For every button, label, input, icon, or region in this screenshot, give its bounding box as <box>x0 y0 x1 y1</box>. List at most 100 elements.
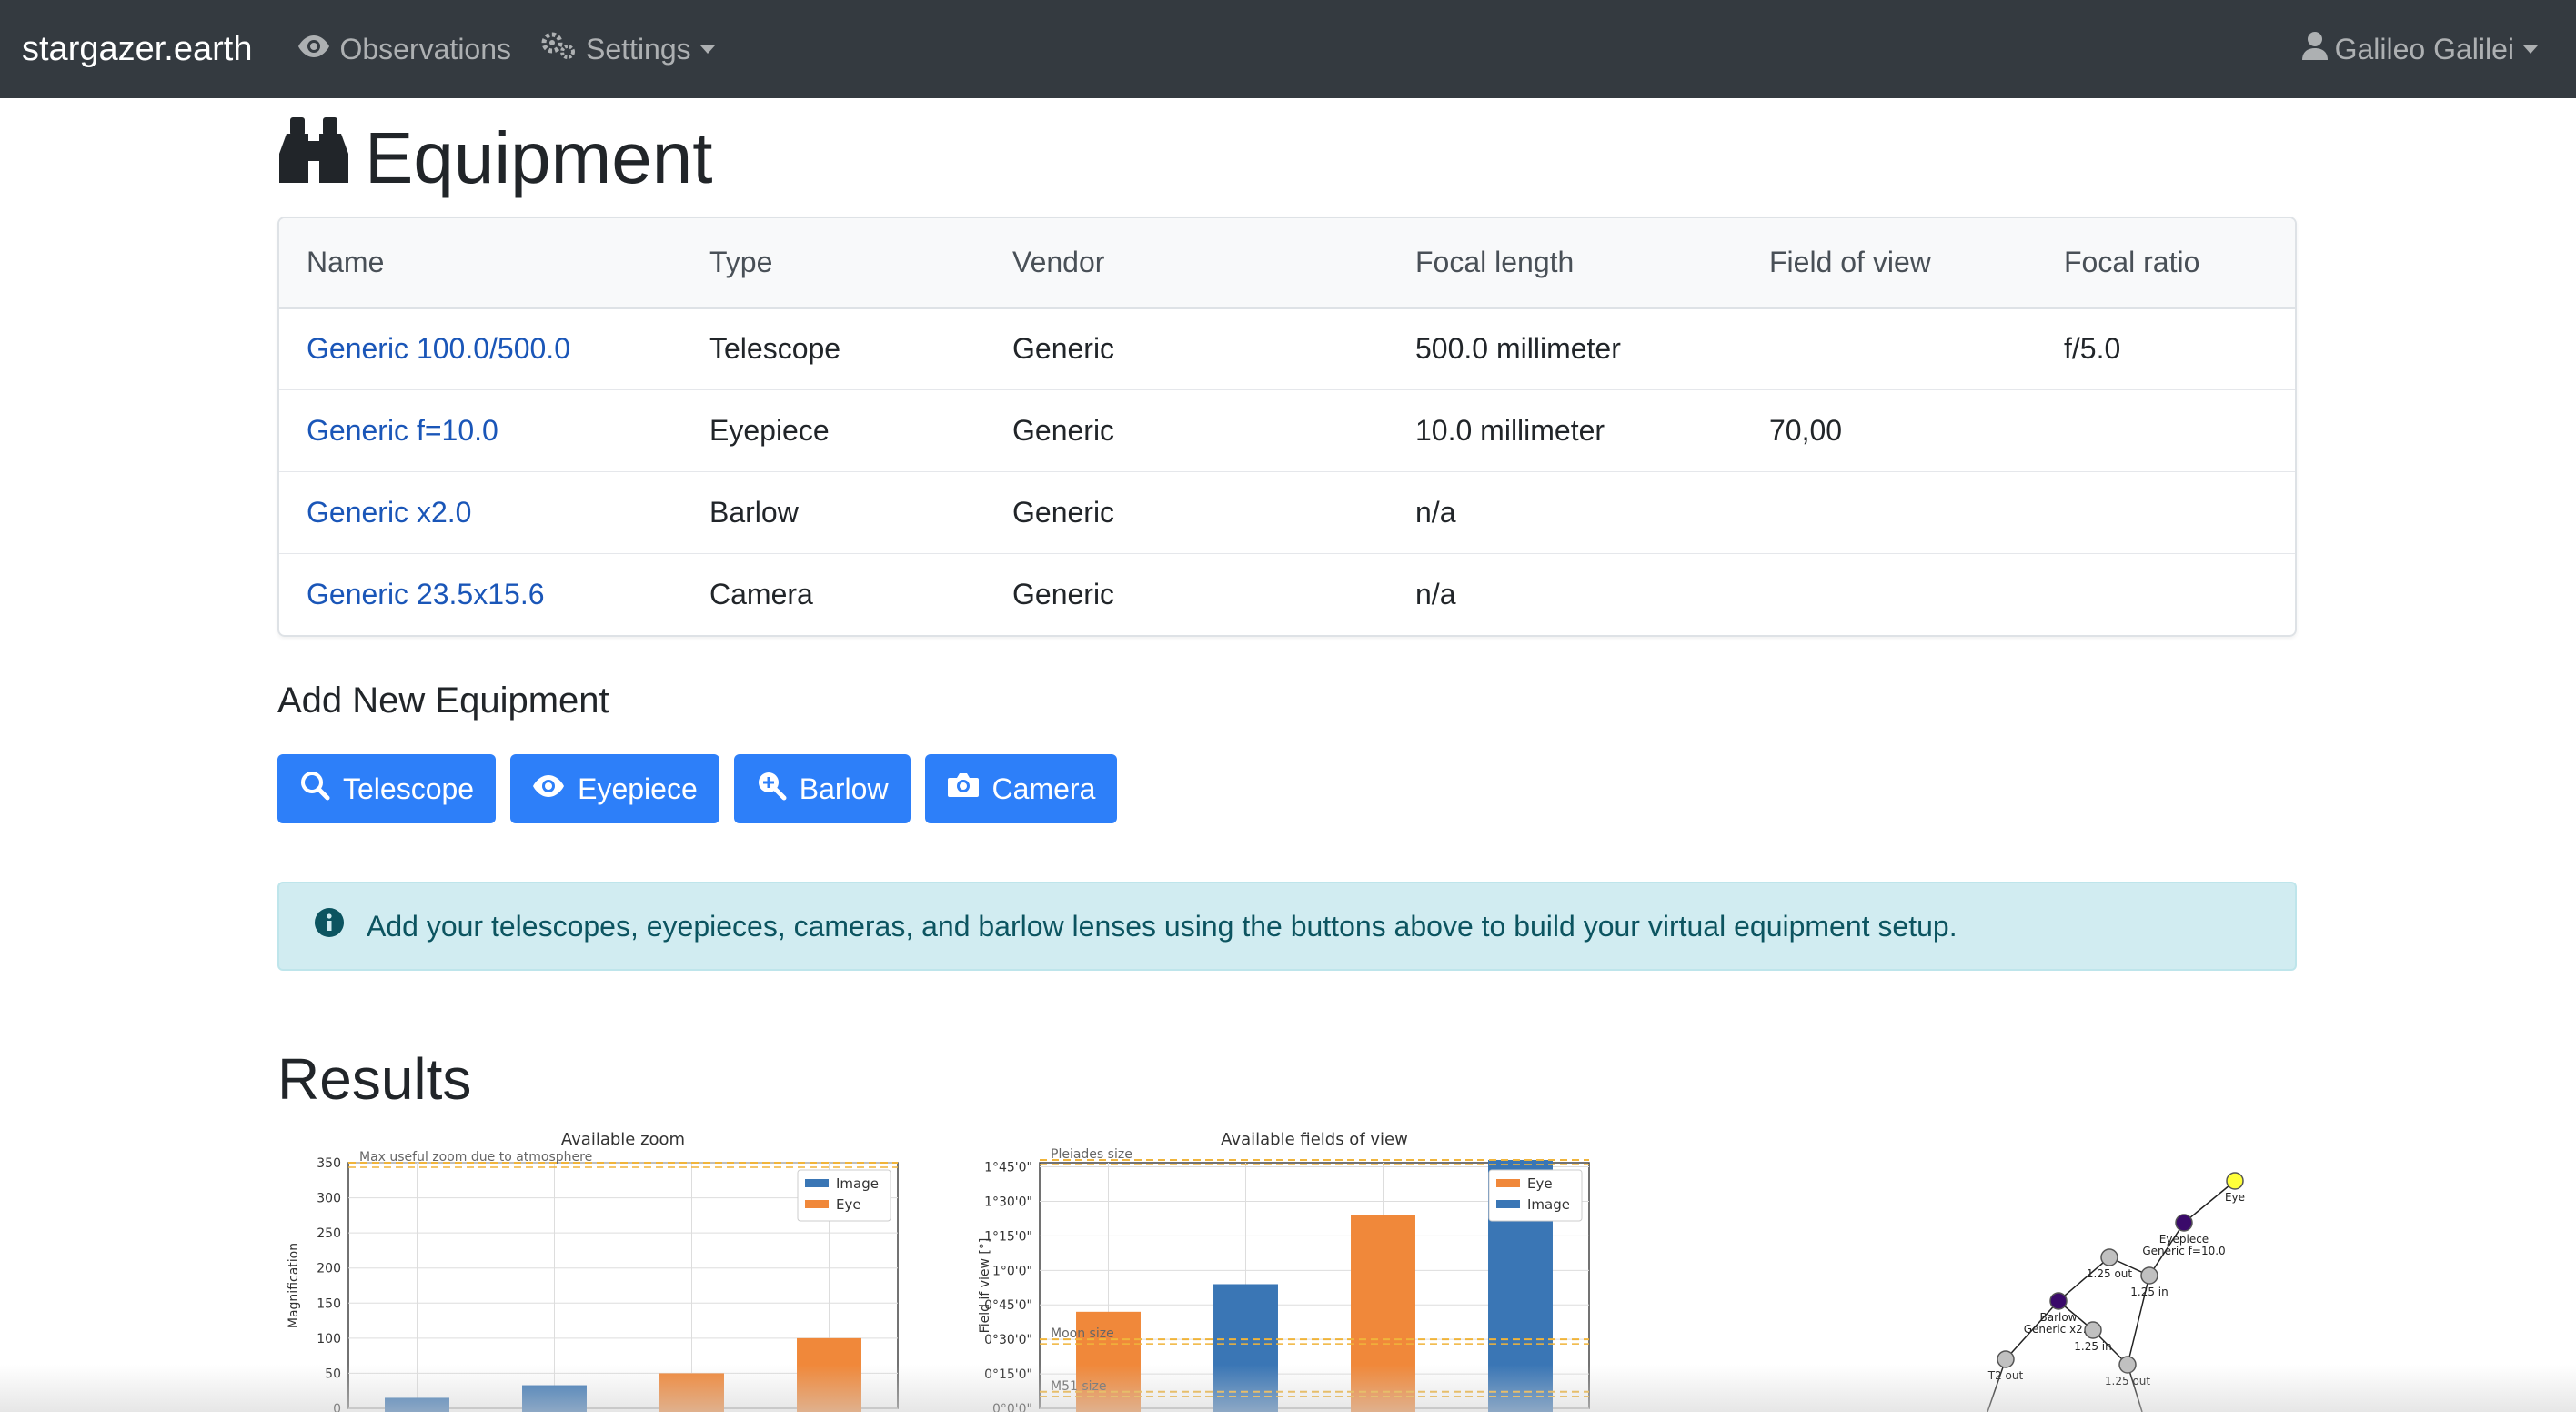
y-tick-label: 0°30'0" <box>984 1333 1032 1347</box>
graph-node-label: 1.25 out <box>2087 1267 2132 1280</box>
y-tick-label: 1°0'0" <box>992 1264 1032 1278</box>
cell-fov <box>1742 308 2037 389</box>
col-focal-ratio-header[interactable]: Focal ratio <box>2037 218 2295 309</box>
add-camera-button[interactable]: Camera <box>924 754 1118 823</box>
add-camera-label: Camera <box>991 772 1096 805</box>
graph-edge <box>2148 1222 2185 1276</box>
graph-node-label: Generic f=10.0 <box>2142 1245 2225 1257</box>
bar <box>797 1337 861 1412</box>
chart-title: Available zoom <box>561 1130 685 1149</box>
y-axis-label: Field if view [°] <box>978 1238 992 1334</box>
equipment-link[interactable]: Generic 23.5x15.6 <box>307 577 545 610</box>
add-barlow-button[interactable]: Barlow <box>733 754 911 823</box>
graph-node-label: Generic x2.0 <box>2024 1323 2094 1336</box>
col-focal-length-header[interactable]: Focal length <box>1388 218 1742 309</box>
graph-node-label: T2 out <box>1987 1369 2024 1382</box>
y-tick-label: 150 <box>317 1296 341 1311</box>
threshold-label: M51 size <box>1051 1379 1107 1394</box>
gears-icon <box>540 31 586 67</box>
bar <box>385 1397 449 1412</box>
page-title-text: Equipment <box>365 117 713 198</box>
add-eyepiece-label: Eyepiece <box>578 772 698 805</box>
legend-swatch <box>1496 1179 1520 1187</box>
col-name-header[interactable]: Name <box>279 218 682 309</box>
table-row: Generic x2.0 Barlow Generic n/a <box>279 470 2295 553</box>
zoom-in-icon <box>756 770 800 808</box>
cell-focal-ratio <box>2037 470 2295 553</box>
graph-node <box>1997 1350 2015 1368</box>
user-dropdown[interactable]: Galileo Galilei <box>2301 0 2538 98</box>
results-title: Results <box>277 1046 472 1112</box>
cell-fov <box>1742 470 2037 553</box>
binoculars-icon <box>277 116 365 200</box>
graph-node <box>2140 1266 2158 1285</box>
equipment-table: Name Type Vendor Focal length Field of v… <box>279 218 2295 635</box>
cell-name: Generic f=10.0 <box>279 388 682 471</box>
nav-observations[interactable]: Observations <box>297 33 511 66</box>
graph-node-label: Eye <box>2225 1191 2245 1204</box>
zoom-chart-svg: Available zoom Magnification 0 50 100 150 200 2… <box>287 1130 899 1412</box>
graph-node-label: Barlow <box>2039 1311 2077 1324</box>
col-fov-header[interactable]: Field of view <box>1742 218 2037 309</box>
cell-name: Generic 100.0/500.0 <box>279 308 682 389</box>
y-tick-label: 350 <box>317 1156 341 1171</box>
y-tick-label: 50 <box>325 1367 341 1381</box>
cell-fov: 70,00 <box>1742 388 2037 471</box>
col-type-header[interactable]: Type <box>682 218 985 309</box>
add-eyepiece-button[interactable]: Eyepiece <box>510 754 719 823</box>
legend-swatch <box>805 1200 829 1208</box>
cell-focal-ratio: f/5.0 <box>2064 332 2121 365</box>
cell-name: Generic 23.5x15.6 <box>279 552 682 635</box>
table-row: Generic 23.5x15.6 Camera Generic n/a <box>279 552 2295 635</box>
y-tick-label: 0°0'0" <box>992 1402 1032 1412</box>
y-tick-label: 300 <box>317 1192 341 1206</box>
bar <box>522 1385 587 1412</box>
zoom-chart: Available zoom Magnification 0 50 100 150 200 2… <box>277 1125 916 1412</box>
graph-edge <box>2058 1256 2110 1302</box>
table-row: Generic f=10.0 Eyepiece Generic 10.0 mil… <box>279 388 2295 471</box>
equipment-graph: Eye Eyepiece Generic f=10.0 1.25 in 1.25 out… <box>1660 1125 2297 1412</box>
equipment-link[interactable]: Generic f=10.0 <box>307 413 498 447</box>
legend-label: Eye <box>1527 1175 1553 1192</box>
page-title: Equipment <box>277 106 2297 211</box>
user-icon <box>2301 31 2335 67</box>
equipment-link[interactable]: Generic x2.0 <box>307 495 472 529</box>
caret-down-icon <box>2523 45 2538 54</box>
main-container: Equipment Name Type Vendor Focal length … <box>277 98 2297 1113</box>
equipment-link[interactable]: Generic 100.0/500.0 <box>307 332 570 365</box>
y-tick-label: 200 <box>317 1262 341 1276</box>
info-alert-text: Add your telescopes, eyepieces, cameras,… <box>367 909 1957 943</box>
fov-chart: Available fields of view Field if view [°… <box>969 1125 1607 1412</box>
legend-label: Eye <box>836 1196 861 1213</box>
eye-icon <box>532 772 578 806</box>
cell-fov <box>1742 552 2037 635</box>
cell-vendor: Generic <box>985 388 1388 471</box>
threshold-label: Pleiades size <box>1051 1147 1132 1162</box>
equipment-table-card: Name Type Vendor Focal length Field of v… <box>277 217 2297 637</box>
y-tick-label: 1°30'0" <box>984 1195 1032 1209</box>
legend-swatch <box>1496 1200 1520 1208</box>
threshold-label: Moon size <box>1051 1326 1114 1341</box>
nav-observations-label: Observations <box>339 32 512 66</box>
brand-link[interactable]: stargazer.earth <box>22 29 253 68</box>
cell-type: Eyepiece <box>682 388 985 471</box>
add-equipment-buttons: Telescope Eyepiece Barlow Camera <box>277 754 2297 823</box>
cell-focal-length: 500.0 millimeter <box>1415 332 1621 365</box>
nav-settings-dropdown[interactable]: Settings <box>540 31 715 67</box>
y-tick-label: 1°45'0" <box>984 1161 1032 1175</box>
legend-label: Image <box>836 1175 879 1192</box>
cell-vendor: Generic <box>985 470 1388 553</box>
cell-focal-ratio <box>2037 552 2295 635</box>
table-row: Generic 100.0/500.0 Telescope Generic 50… <box>279 308 2295 389</box>
cell-focal-length: n/a <box>1388 470 1742 553</box>
y-tick-label: 100 <box>317 1332 341 1346</box>
add-telescope-button[interactable]: Telescope <box>277 754 497 823</box>
add-barlow-label: Barlow <box>799 772 889 805</box>
graph-node <box>2226 1172 2244 1190</box>
graph-node-label: Eyepiece <box>2159 1233 2209 1246</box>
info-circle-icon <box>314 907 367 945</box>
graph-edge <box>2005 1300 2059 1360</box>
graph-node-label: 1.25 in <box>2074 1340 2111 1353</box>
y-tick-label: 1°15'0" <box>984 1229 1032 1244</box>
col-vendor-header[interactable]: Vendor <box>985 218 1388 309</box>
